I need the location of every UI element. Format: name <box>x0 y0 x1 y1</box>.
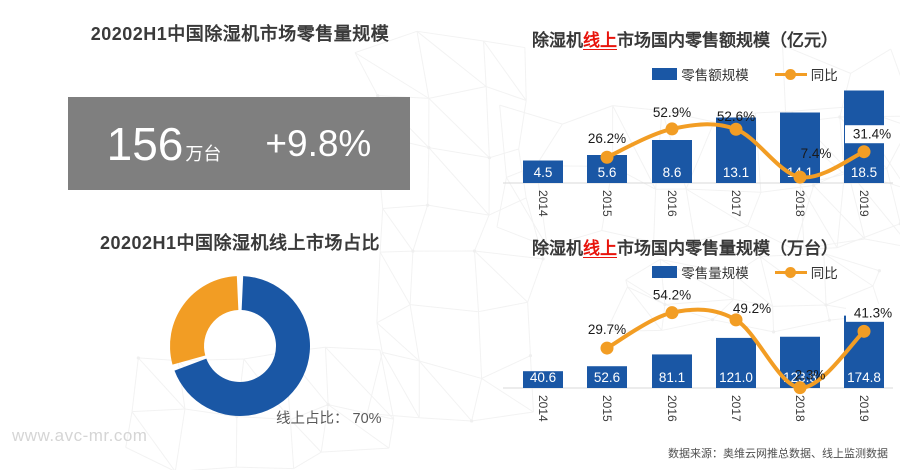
svg-text:54.2%: 54.2% <box>653 288 691 303</box>
svg-text:2017: 2017 <box>729 190 743 217</box>
svg-text:7.4%: 7.4% <box>801 146 832 161</box>
svg-text:26.2%: 26.2% <box>588 131 626 146</box>
svg-text:2017: 2017 <box>729 395 743 422</box>
volume-chart-title: 除湿机线上市场国内零售量规模（万台） <box>470 234 900 259</box>
legend-item-revenue-yoy: 同比 <box>774 64 838 84</box>
bar-series-swatch <box>652 68 678 80</box>
svg-text:121.0: 121.0 <box>719 370 753 385</box>
bar-series-swatch <box>652 266 678 278</box>
donut-caption: 线上占比： 70% <box>276 407 382 428</box>
svg-text:2019: 2019 <box>857 190 871 217</box>
svg-text:5.6: 5.6 <box>598 165 617 180</box>
svg-text:52.9%: 52.9% <box>653 105 691 120</box>
svg-text:2.3%: 2.3% <box>795 368 826 383</box>
svg-text:81.1: 81.1 <box>659 370 685 385</box>
revenue-chart-legend: 零售额规模 同比 <box>600 64 890 84</box>
svg-text:2018: 2018 <box>793 190 807 217</box>
legend-label-yoy: 同比 <box>810 266 838 281</box>
svg-text:49.2%: 49.2% <box>733 301 771 316</box>
kpi-growth: +9.8% <box>265 123 372 164</box>
donut-caption-label: 线上占比： <box>276 411 349 427</box>
svg-text:29.7%: 29.7% <box>588 322 626 337</box>
legend-item-volume-bars: 零售量规模 <box>652 262 749 282</box>
kpi-title: 20202H1中国除湿机市场零售量规模 <box>90 24 390 44</box>
donut-chart-title: 20202H1中国除湿机线上市场占比 <box>99 233 381 253</box>
donut-caption-value: 70% <box>352 411 382 427</box>
legend-label-yoy: 同比 <box>810 68 838 83</box>
revenue-chart-title: 除湿机线上市场国内零售额规模（亿元） <box>470 26 900 51</box>
legend-item-revenue-bars: 零售额规模 <box>652 64 749 84</box>
volume-bar-line-chart: 40.6 2014 52.6 2015 81.1 2016 121.0 2017 123.8 20… <box>503 288 900 422</box>
data-source-note: 数据来源：奥维云网推总数据、线上监测数据 <box>668 448 888 460</box>
revenue-bar-line-chart: 4.520145.620158.6201613.1201714.1201818.… <box>503 90 899 217</box>
svg-text:8.6: 8.6 <box>663 165 682 180</box>
legend-label-volume: 零售量规模 <box>681 266 749 281</box>
legend-item-volume-yoy: 同比 <box>774 262 838 282</box>
svg-text:18.5: 18.5 <box>851 165 877 180</box>
kpi-box: 156 万台 +9.8% <box>68 97 410 190</box>
svg-text:2015: 2015 <box>600 190 614 217</box>
svg-text:52.6%: 52.6% <box>717 109 755 124</box>
svg-text:2014: 2014 <box>536 190 550 217</box>
kpi-unit: 万台 <box>185 143 222 164</box>
donut-chart <box>170 276 310 416</box>
svg-text:2019: 2019 <box>857 395 871 422</box>
svg-text:2014: 2014 <box>536 395 550 422</box>
legend-label-revenue: 零售额规模 <box>681 68 749 83</box>
svg-text:31.4%: 31.4% <box>853 127 891 142</box>
line-series-icon <box>774 68 807 81</box>
title-a-highlight: 线上 <box>583 31 617 50</box>
kpi-value: 156 <box>106 117 184 170</box>
svg-text:2018: 2018 <box>793 395 807 422</box>
svg-text:41.3%: 41.3% <box>854 305 892 320</box>
svg-text:123.8: 123.8 <box>783 370 817 385</box>
title-b-highlight: 线上 <box>583 239 617 258</box>
svg-text:13.1: 13.1 <box>723 165 749 180</box>
svg-text:2016: 2016 <box>665 395 679 422</box>
line-series-icon <box>774 266 807 279</box>
svg-text:2016: 2016 <box>665 190 679 217</box>
title-a-suffix: 市场国内零售额规模（亿元） <box>617 31 838 50</box>
volume-chart-legend: 零售量规模 同比 <box>600 262 890 282</box>
title-b-prefix: 除湿机 <box>532 239 583 258</box>
watermark: www.avc-mr.com <box>12 426 148 445</box>
title-a-prefix: 除湿机 <box>532 31 583 50</box>
svg-text:40.6: 40.6 <box>530 370 556 385</box>
svg-text:174.8: 174.8 <box>847 370 881 385</box>
svg-text:2015: 2015 <box>600 395 614 422</box>
svg-text:52.6: 52.6 <box>594 370 620 385</box>
svg-text:4.5: 4.5 <box>534 165 553 180</box>
title-b-suffix: 市场国内零售量规模（万台） <box>617 239 838 258</box>
kpi-main-value: 156 万台 <box>107 121 222 167</box>
